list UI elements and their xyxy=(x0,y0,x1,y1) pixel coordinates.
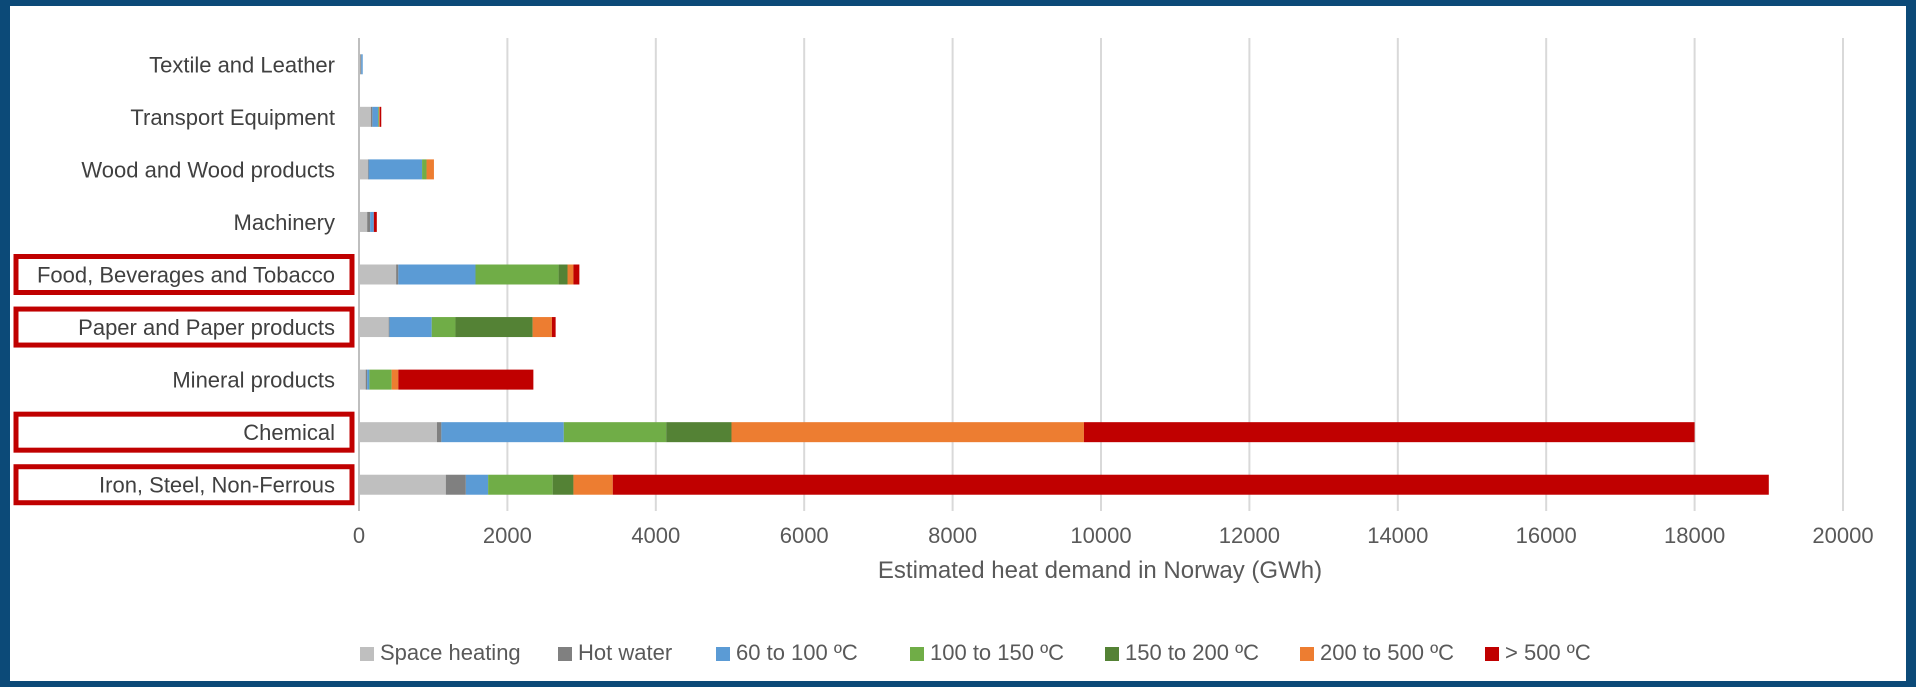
bar-segment xyxy=(532,317,552,338)
bar-segment xyxy=(367,369,370,390)
x-tick-4000: 4000 xyxy=(631,523,680,548)
legend-label: Hot water xyxy=(578,640,672,665)
legend-label: Space heating xyxy=(380,640,521,665)
bar-segment xyxy=(398,369,534,390)
bar-segment xyxy=(436,422,442,443)
bar-segment xyxy=(370,211,374,232)
x-tick-10000: 10000 xyxy=(1070,523,1131,548)
x-axis-label: Estimated heat demand in Norway (GWh) xyxy=(878,557,1322,584)
bar-segment xyxy=(378,106,380,127)
x-tick-labels: 0 2000 4000 6000 8000 10000 12000 14000 16000 180… xyxy=(353,523,1874,548)
bar-segment xyxy=(422,159,427,180)
bar-segment xyxy=(1083,422,1695,443)
bar-segment xyxy=(465,474,489,495)
bar-segment xyxy=(612,474,1769,495)
highlight-box xyxy=(13,306,355,348)
category-label: Chemical xyxy=(243,420,335,445)
bar-segment xyxy=(573,474,613,495)
x-tick-12000: 12000 xyxy=(1219,523,1280,548)
category-label: Food, Beverages and Tobacco xyxy=(37,263,335,288)
category-label: Transport Equipment xyxy=(130,105,335,130)
category-label: Mineral products xyxy=(172,368,335,393)
bar-segment xyxy=(388,317,390,338)
legend-label: 100 to 150 ºC xyxy=(930,640,1064,665)
bar-segment xyxy=(372,106,379,127)
category-label: Machinery xyxy=(234,210,335,235)
category-highlights xyxy=(13,254,355,506)
bar-segment xyxy=(370,106,373,127)
x-tick-18000: 18000 xyxy=(1664,523,1725,548)
legend-label: 60 to 100 ºC xyxy=(736,640,858,665)
bar-segment xyxy=(359,422,437,443)
x-tick-2000: 2000 xyxy=(483,523,532,548)
bar-segment xyxy=(488,474,553,495)
bar-segment xyxy=(373,211,377,232)
legend-label: > 500 ºC xyxy=(1505,640,1591,665)
bar-chart: Textile and Leather Transport Equipment Wo… xyxy=(13,38,1874,665)
bar-segment xyxy=(573,264,580,285)
bar-segment xyxy=(558,264,568,285)
bar-segment xyxy=(368,159,423,180)
bar-segment xyxy=(359,54,361,75)
bar-segment xyxy=(359,317,389,338)
bar-segment xyxy=(552,474,574,495)
bar-segment xyxy=(379,106,380,127)
legend: Space heating Hot water 60 to 100 ºC 100 to… xyxy=(360,640,1591,665)
x-tick-8000: 8000 xyxy=(928,523,977,548)
bar-segment xyxy=(666,422,732,443)
bar-segment xyxy=(369,369,392,390)
bar-segment xyxy=(367,159,369,180)
chart-frame: Textile and Leather Transport Equipment Wo… xyxy=(10,6,1906,681)
bars xyxy=(359,54,1769,495)
bar-segment xyxy=(359,106,371,127)
bar-segment xyxy=(551,317,556,338)
category-label: Wood and Wood products xyxy=(81,157,335,182)
x-tick-14000: 14000 xyxy=(1367,523,1428,548)
legend-swatch xyxy=(910,647,924,661)
category-label: Iron, Steel, Non-Ferrous xyxy=(99,473,335,498)
legend-label: 150 to 200 ºC xyxy=(1125,640,1259,665)
bar-segment xyxy=(359,369,366,390)
bar-segment xyxy=(731,422,1084,443)
bar-segment xyxy=(359,159,368,180)
bar-segment xyxy=(359,474,446,495)
bar-segment xyxy=(360,54,362,75)
x-tick-6000: 6000 xyxy=(780,523,829,548)
legend-swatch xyxy=(558,647,572,661)
bar-segment xyxy=(359,264,397,285)
bar-segment xyxy=(441,422,564,443)
category-label: Paper and Paper products xyxy=(78,315,335,340)
bar-segment xyxy=(367,211,371,232)
bar-segment xyxy=(391,369,399,390)
highlight-box xyxy=(13,464,355,506)
legend-swatch xyxy=(1300,647,1314,661)
legend-swatch xyxy=(716,647,730,661)
bar-segment xyxy=(563,422,667,443)
highlight-box xyxy=(13,254,355,295)
legend-label: 200 to 500 ºC xyxy=(1320,640,1454,665)
x-tick-16000: 16000 xyxy=(1516,523,1577,548)
bar-segment xyxy=(396,264,399,285)
bar-segment xyxy=(359,211,368,232)
category-labels: Textile and Leather Transport Equipment Wo… xyxy=(37,52,335,497)
bar-segment xyxy=(379,106,382,127)
bar-segment xyxy=(455,317,533,338)
x-tick-0: 0 xyxy=(353,523,365,548)
bar-segment xyxy=(426,159,434,180)
bar-segment xyxy=(361,54,363,75)
category-label: Textile and Leather xyxy=(149,52,335,77)
bar-segment xyxy=(389,317,432,338)
legend-swatch xyxy=(1485,647,1499,661)
legend-swatch xyxy=(360,647,374,661)
bar-segment xyxy=(365,369,368,390)
highlight-box xyxy=(13,411,355,453)
bar-segment xyxy=(431,317,456,338)
x-tick-20000: 20000 xyxy=(1812,523,1873,548)
bar-segment xyxy=(567,264,574,285)
bar-segment xyxy=(475,264,559,285)
bar-segment xyxy=(445,474,466,495)
bar-segment xyxy=(398,264,476,285)
legend-swatch xyxy=(1105,647,1119,661)
